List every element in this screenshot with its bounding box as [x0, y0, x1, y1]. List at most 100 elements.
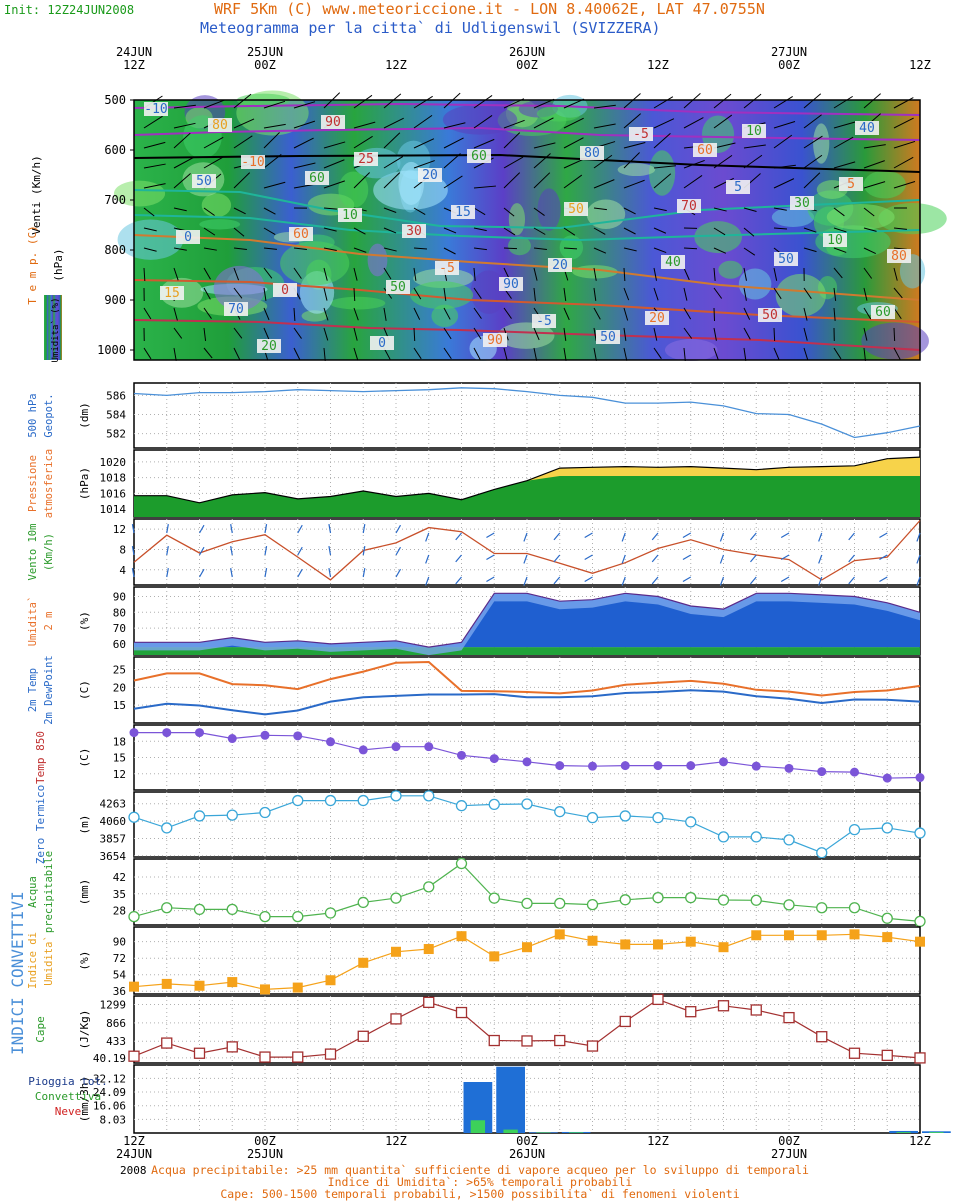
humidity-blob — [739, 268, 772, 299]
time-label-bottom-hour: 12Z — [123, 1134, 145, 1148]
contour-label-text: 50 — [600, 330, 616, 345]
contour-label-text: 70 — [228, 302, 244, 317]
pw-point — [129, 912, 139, 922]
y-tick-label: 15 — [113, 752, 126, 765]
cape-point — [358, 1031, 368, 1041]
y-tick-label: 3654 — [100, 850, 127, 863]
zero-point — [162, 823, 172, 833]
y-tick-label: 586 — [106, 389, 126, 402]
y-tick-label: 4060 — [100, 815, 127, 828]
pw-point — [489, 893, 499, 903]
ylabel: Umidita` — [43, 935, 55, 986]
y-tick-label: 90 — [113, 590, 126, 603]
ylabel: Cape — [34, 1016, 47, 1043]
time-label-bottom-hour: 00Z — [778, 1134, 800, 1148]
legend-neve: Neve — [55, 1105, 82, 1118]
contour-label: 50 — [386, 280, 410, 295]
cape-point — [195, 1048, 205, 1058]
humidity-blob — [827, 204, 895, 230]
contour-label-text: 10 — [342, 208, 358, 223]
yunit: (C) — [78, 748, 91, 768]
y-tick-label: 866 — [106, 1017, 126, 1030]
cape-point — [227, 1042, 237, 1052]
ui-point — [129, 982, 139, 992]
time-label-bottom-date: 26JUN — [509, 1147, 545, 1161]
ylabel: 500 hPa — [27, 393, 39, 437]
contour-label: 90 — [499, 277, 523, 292]
y-tick-label: 1016 — [100, 487, 127, 500]
t850-point — [654, 761, 663, 770]
t850-point — [555, 761, 564, 770]
wind-arrow — [714, 308, 715, 321]
pw-point — [620, 895, 630, 905]
contour-label: 50 — [774, 252, 798, 267]
contour-label: 10 — [338, 208, 362, 223]
ylabel: atmosferica — [43, 449, 55, 519]
cape-point — [620, 1016, 630, 1026]
cape-point — [260, 1052, 270, 1062]
pw-point — [457, 859, 467, 869]
humidity-blob — [537, 106, 581, 122]
contour-label-text: 80 — [212, 118, 228, 133]
convective-bar — [503, 1130, 517, 1133]
ui-point — [620, 939, 630, 949]
pw-point — [162, 903, 172, 913]
zero-point — [391, 791, 401, 801]
cape-point — [686, 1007, 696, 1017]
t850-point — [195, 728, 204, 737]
contour-label-text: 80 — [891, 249, 907, 264]
yunit: (hPa) — [78, 467, 91, 500]
yunit: (mm) — [78, 879, 91, 906]
contour-label-text: 25 — [358, 152, 374, 167]
cape-point — [293, 1052, 303, 1062]
ui-point — [424, 944, 434, 954]
contour-label: 50 — [596, 330, 620, 345]
y-tick-label: 36 — [113, 985, 126, 998]
zero-point — [293, 796, 303, 806]
cape-point — [489, 1036, 499, 1046]
convective-bar — [471, 1120, 485, 1133]
t850-point — [719, 757, 728, 766]
contour-label-text: 70 — [681, 199, 697, 214]
zero-point — [751, 832, 761, 842]
cape-point — [751, 1005, 761, 1015]
ylabel: Temp 850 — [34, 731, 47, 784]
pw-point — [588, 900, 598, 910]
pw-point — [882, 913, 892, 923]
time-label-top-hour: 12Z — [123, 58, 145, 72]
contour-label-text: 50 — [196, 174, 212, 189]
y-tick-label: 8.03 — [100, 1113, 127, 1126]
time-label-bottom-hour: 12Z — [385, 1134, 407, 1148]
ui-point — [489, 951, 499, 961]
contour-label: 60 — [871, 305, 895, 320]
humidity-blob — [338, 172, 368, 208]
y-tick-label: 15 — [113, 699, 126, 712]
contour-label-text: 60 — [293, 227, 309, 242]
t850-point — [359, 745, 368, 754]
contour-label: 90 — [483, 333, 507, 348]
note-cape: Cape: 500-1500 temporali probabili, >150… — [0, 1188, 960, 1200]
humidity-blob — [665, 339, 718, 361]
zero-point — [620, 811, 630, 821]
yunit: (J/Kg) — [78, 1010, 91, 1050]
y-tick-label: 8 — [119, 543, 126, 556]
t850-point — [490, 754, 499, 763]
y-tick-label: 1299 — [100, 999, 127, 1012]
t850-point — [162, 728, 171, 737]
zero-point — [686, 817, 696, 827]
humidity-blob — [471, 270, 507, 313]
y-tick-label: 70 — [113, 622, 126, 635]
contour-label: 60 — [693, 143, 717, 158]
contour-label-text: 20 — [649, 311, 665, 326]
humidity-blob — [861, 323, 929, 360]
t850-point — [883, 774, 892, 783]
time-label-bottom-hour: 12Z — [647, 1134, 669, 1148]
ylabel-temp: T e m p. (C) — [26, 225, 39, 304]
contour-label: 40 — [661, 255, 685, 270]
humidity-blob — [813, 123, 829, 163]
